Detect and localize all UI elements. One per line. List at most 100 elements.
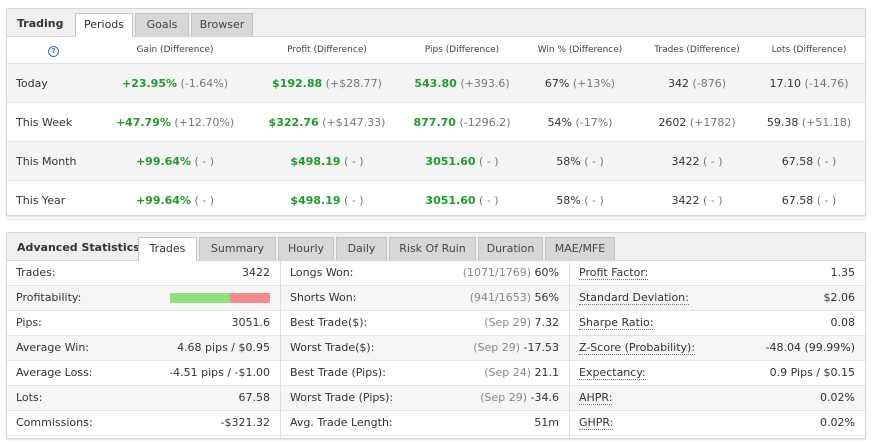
- stat-label: Trades:: [16, 266, 56, 279]
- gain-value: +47.79%: [115, 116, 171, 129]
- trades-value: 342: [667, 77, 689, 90]
- stat-row: Shorts Won: (941/1653) 56%: [281, 286, 569, 311]
- tab-trades[interactable]: Trades: [138, 237, 197, 261]
- tab-duration[interactable]: Duration: [478, 237, 543, 260]
- gain-difference: (-1.64%): [180, 77, 229, 90]
- profit-cell: $322.76 (+$147.33): [247, 116, 407, 129]
- period-label: Today: [16, 77, 48, 90]
- stat-row: Sharpe Ratio: 0.08: [570, 311, 865, 336]
- stat-label[interactable]: Expectancy:: [579, 366, 646, 380]
- stat-detail: (Sep 29): [484, 316, 531, 329]
- stat-label[interactable]: Z-Score (Probability):: [579, 341, 696, 355]
- pips-difference: (-1296.2): [459, 116, 511, 129]
- win-value: 58%: [556, 155, 581, 168]
- gain-cell: +99.64% ( - ): [95, 194, 255, 207]
- stat-value-text: -$321.32: [220, 416, 270, 429]
- header-trades: Trades (Difference): [654, 45, 740, 55]
- profit-cell: $192.88 (+$28.77): [247, 77, 407, 90]
- stat-label: Longs Won:: [290, 266, 354, 279]
- tab-periods[interactable]: Periods: [75, 13, 133, 37]
- stat-row: Worst Trade($): (Sep 29) -17.53: [281, 336, 569, 361]
- lots-difference: (+51.18): [801, 116, 852, 129]
- gain-difference: (+12.70%): [174, 116, 235, 129]
- tab-goals[interactable]: Goals: [135, 13, 189, 36]
- stat-label[interactable]: Profit Factor:: [579, 266, 649, 280]
- tab-risk-of-ruin[interactable]: Risk Of Ruin: [389, 237, 476, 260]
- stat-detail: (Sep 24): [484, 366, 531, 379]
- lots-cell: 67.58 ( - ): [729, 155, 871, 168]
- tab-hourly[interactable]: Hourly: [278, 237, 334, 260]
- profit-cell: $498.19 ( - ): [247, 155, 407, 168]
- win-cell: 54% (-17%): [500, 116, 660, 129]
- column-divider: [569, 261, 570, 438]
- lots-cell: 17.10 (-14.76): [729, 77, 871, 90]
- pips-value: 543.80: [414, 77, 457, 90]
- stat-value: 0.02%: [820, 391, 855, 404]
- profit-value: $498.19: [290, 194, 341, 207]
- stat-row: Commissions: -$321.32: [7, 411, 280, 436]
- stat-detail: (Sep 29): [473, 341, 521, 354]
- stat-value: -$321.32: [221, 416, 270, 429]
- stat-value: 67.58: [239, 391, 271, 404]
- stat-label[interactable]: Sharpe Ratio:: [579, 316, 654, 330]
- trades-value: 3422: [671, 155, 700, 168]
- stat-value: (Sep 29) -34.6: [480, 391, 559, 404]
- stat-value-text: -4.51 pips / -$1.00: [169, 366, 270, 379]
- stat-value: (941/1653) 56%: [470, 291, 559, 304]
- profit-cell: $498.19 ( - ): [247, 194, 407, 207]
- tab-daily[interactable]: Daily: [336, 237, 387, 260]
- win-difference: ( - ): [584, 155, 604, 168]
- stat-row: Profitability:: [7, 286, 280, 311]
- tab-summary[interactable]: Summary: [199, 237, 276, 260]
- tab-mae-mfe[interactable]: MAE/MFE: [545, 237, 615, 260]
- lots-value: 59.38: [766, 116, 799, 129]
- pips-cell: 3051.60 ( - ): [382, 155, 542, 168]
- stat-value-text: 51m: [534, 416, 559, 429]
- tab-browser[interactable]: Browser: [191, 13, 253, 36]
- stat-value-text: 56%: [534, 291, 559, 304]
- profitability-loss-segment: [230, 293, 270, 303]
- advanced-title: Advanced Statistics: [17, 241, 140, 254]
- stat-label: Worst Trade (Pips):: [290, 391, 394, 404]
- stat-row: Standard Deviation: $2.06: [570, 286, 865, 311]
- stat-label[interactable]: GHPR:: [579, 416, 614, 430]
- stat-label[interactable]: AHPR:: [579, 391, 613, 405]
- win-value: 67%: [544, 77, 570, 90]
- stat-row: Trades: 3422: [7, 261, 280, 286]
- stat-label: Lots:: [16, 391, 43, 404]
- trading-row: This Year +99.64% ( - ) $498.19 ( - ) 3051.…: [7, 181, 865, 220]
- gain-difference: ( - ): [194, 155, 215, 168]
- pips-value: 3051.60: [425, 155, 476, 168]
- period-label: This Week: [16, 116, 73, 129]
- trades-difference: (+1782): [689, 116, 736, 129]
- stat-value: -4.51 pips / -$1.00: [169, 366, 270, 379]
- trades-value: 3422: [671, 194, 700, 207]
- stat-value-text: -48.04 (99.99%): [765, 341, 855, 354]
- stat-label: Pips:: [16, 316, 42, 329]
- stat-value-text: 7.32: [534, 316, 560, 329]
- stat-detail: (1071/1769): [462, 266, 532, 279]
- stat-row: Best Trade (Pips): (Sep 24) 21.1: [281, 361, 569, 386]
- stat-label: Average Loss:: [16, 366, 93, 379]
- profit-difference: (+$28.77): [325, 77, 382, 90]
- stat-label: Best Trade($):: [290, 316, 368, 329]
- stat-label[interactable]: Standard Deviation:: [579, 291, 689, 305]
- stat-value-text: 0.02%: [820, 391, 855, 404]
- stat-value-text: 0.08: [830, 316, 856, 329]
- column-divider: [280, 261, 281, 438]
- win-difference: ( - ): [584, 194, 604, 207]
- stat-value: (Sep 24) 21.1: [484, 366, 559, 379]
- stat-label: Avg. Trade Length:: [290, 416, 393, 429]
- advanced-statistics-panel: Advanced Statistics Trades Summary Hourl…: [6, 232, 866, 439]
- help-icon[interactable]: ?: [48, 46, 59, 57]
- stat-value: 4.68 pips / $0.95: [177, 341, 270, 354]
- trades-cell: 3422 ( - ): [617, 194, 777, 207]
- pips-value: 877.70: [413, 116, 456, 129]
- stat-value-text: 21.1: [534, 366, 560, 379]
- gain-cell: +99.64% ( - ): [95, 155, 255, 168]
- win-cell: 58% ( - ): [500, 155, 660, 168]
- stat-row: Profit Factor: 1.35: [570, 261, 865, 286]
- stat-value: 3051.6: [232, 316, 271, 329]
- header-lots: Lots (Difference): [771, 45, 847, 55]
- lots-difference: (-14.76): [804, 77, 849, 90]
